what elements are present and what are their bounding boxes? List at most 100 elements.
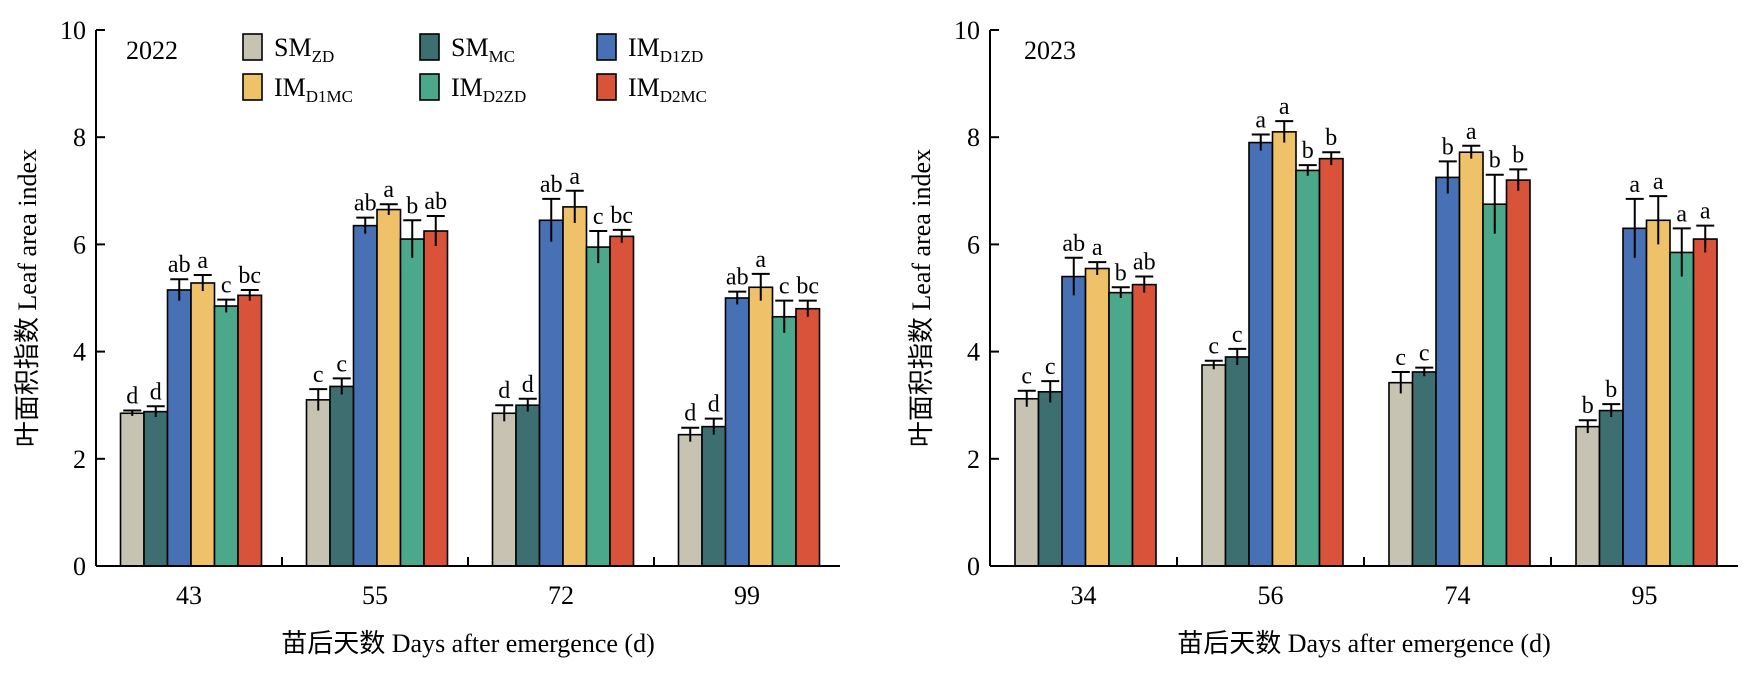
bar-IM_D2ZD-55 (399, 238, 425, 567)
x-tick-label: 56 (1258, 581, 1284, 610)
legend-item-IM_D1ZD: IMD1ZD (596, 33, 703, 66)
x-tick-label: 99 (734, 581, 760, 610)
x-tick-label: 72 (548, 581, 574, 610)
significance-letter: b (1605, 377, 1617, 403)
bar-SM_ZD-99 (677, 433, 703, 567)
bar-IM_D2ZD-56 (1295, 169, 1321, 567)
bar-IM_D1ZD-74 (1435, 176, 1461, 567)
y-axis-title: 叶面积指数 Leaf area index (907, 149, 936, 447)
legend-label: SMMC (451, 33, 515, 66)
significance-letter: b (1489, 148, 1501, 174)
bar-IM_D2MC-95 (1692, 238, 1718, 567)
y-tick-label: 4 (967, 338, 980, 367)
significance-letter: a (1466, 119, 1477, 145)
x-tick-label: 34 (1071, 581, 1097, 610)
bar-IM_D2MC-34 (1131, 283, 1157, 567)
bar-SM_MC-55 (329, 385, 355, 567)
bar-IM_D1MC-72 (562, 206, 588, 567)
bar-IM_D2ZD-95 (1669, 251, 1695, 567)
significance-letter: a (1279, 94, 1290, 120)
legend-item-IM_D1MC: IMD1MC (242, 73, 353, 106)
legend-label: SMZD (274, 33, 334, 66)
significance-letter: c (1395, 345, 1406, 371)
significance-letter: c (221, 273, 232, 299)
bar-SM_MC-99 (701, 425, 727, 567)
significance-letter: c (1208, 334, 1219, 360)
legend-item-IM_D2MC: IMD2MC (596, 73, 707, 106)
significance-letter: bc (610, 203, 633, 229)
bar-IM_D2MC-55 (423, 230, 449, 567)
bar-IM_D1MC-56 (1271, 131, 1297, 567)
significance-letter: d (684, 401, 696, 427)
significance-letter: a (1092, 235, 1103, 261)
bar-IM_D2ZD-72 (585, 246, 611, 567)
bar-SM_MC-74 (1411, 371, 1437, 567)
significance-letter: a (383, 177, 394, 203)
bar-SM_MC-34 (1037, 390, 1063, 567)
bar-IM_D2ZD-99 (771, 315, 797, 567)
y-tick-label: 4 (73, 338, 86, 367)
bar-IM_D1MC-95 (1645, 219, 1671, 567)
significance-letter: a (569, 164, 580, 190)
bar-SM_ZD-95 (1575, 425, 1601, 567)
x-tick-label: 43 (176, 581, 202, 610)
y-tick-label: 2 (73, 445, 86, 474)
significance-letter: d (708, 392, 720, 418)
x-tick-label: 95 (1632, 581, 1658, 610)
significance-letter: d (522, 372, 534, 398)
significance-letter: d (126, 384, 138, 410)
bar-IM_D1ZD-34 (1061, 275, 1087, 567)
significance-letter: a (755, 247, 766, 273)
significance-letter: b (1582, 393, 1594, 419)
y-tick-label: 2 (967, 445, 980, 474)
bar-SM_MC-72 (515, 404, 541, 567)
legend-label: IMD2MC (628, 73, 707, 106)
significance-letter: ab (424, 189, 447, 215)
y-axis-title: 叶面积指数 Leaf area index (13, 149, 42, 447)
panel-year-label: 2023 (1024, 36, 1076, 65)
y-tick-label: 0 (967, 552, 980, 581)
significance-letter: d (150, 379, 162, 405)
bar-SM_ZD-72 (491, 412, 517, 567)
bar-IM_D1MC-55 (376, 208, 402, 567)
bar-SM_MC-95 (1598, 409, 1624, 567)
legend-item-IM_D2ZD: IMD2ZD (419, 73, 526, 106)
bar-IM_D1MC-43 (190, 282, 216, 567)
significance-letter: a (1676, 201, 1687, 227)
x-tick-label: 55 (362, 581, 388, 610)
bar-SM_ZD-74 (1388, 381, 1414, 567)
significance-letter: ab (168, 252, 191, 278)
significance-letter: b (1302, 138, 1314, 164)
panel-year-label: 2022 (126, 36, 178, 65)
significance-letter: c (1232, 322, 1243, 348)
bar-IM_D1MC-74 (1458, 151, 1484, 567)
bar-IM_D1MC-34 (1084, 267, 1110, 567)
significance-letter: b (1512, 142, 1524, 168)
significance-letter: c (1045, 354, 1056, 380)
y-tick-label: 8 (967, 123, 980, 152)
legend-swatch (242, 33, 263, 61)
bar-IM_D2ZD-74 (1482, 203, 1508, 567)
significance-letter: ab (726, 265, 749, 291)
significance-letter: b (1115, 260, 1127, 286)
legend-item-SM_MC: SMMC (419, 33, 515, 66)
bar-IM_D2ZD-43 (213, 305, 239, 567)
legend-swatch (596, 33, 617, 61)
significance-letter: b (1442, 134, 1454, 160)
bar-IM_D2ZD-34 (1108, 291, 1134, 567)
bar-IM_D1ZD-95 (1622, 227, 1648, 567)
bar-IM_D1ZD-99 (724, 297, 750, 567)
bar-SM_ZD-56 (1201, 364, 1227, 567)
significance-letter: ab (1133, 250, 1156, 276)
bar-IM_D2MC-56 (1318, 157, 1344, 567)
significance-letter: c (779, 274, 790, 300)
significance-letter: c (336, 351, 347, 377)
legend-swatch (596, 73, 617, 101)
legend-label: IMD2ZD (451, 73, 526, 106)
bar-SM_ZD-55 (305, 399, 331, 567)
significance-letter: c (1021, 364, 1032, 390)
legend-item-SM_ZD: SMZD (242, 33, 334, 66)
